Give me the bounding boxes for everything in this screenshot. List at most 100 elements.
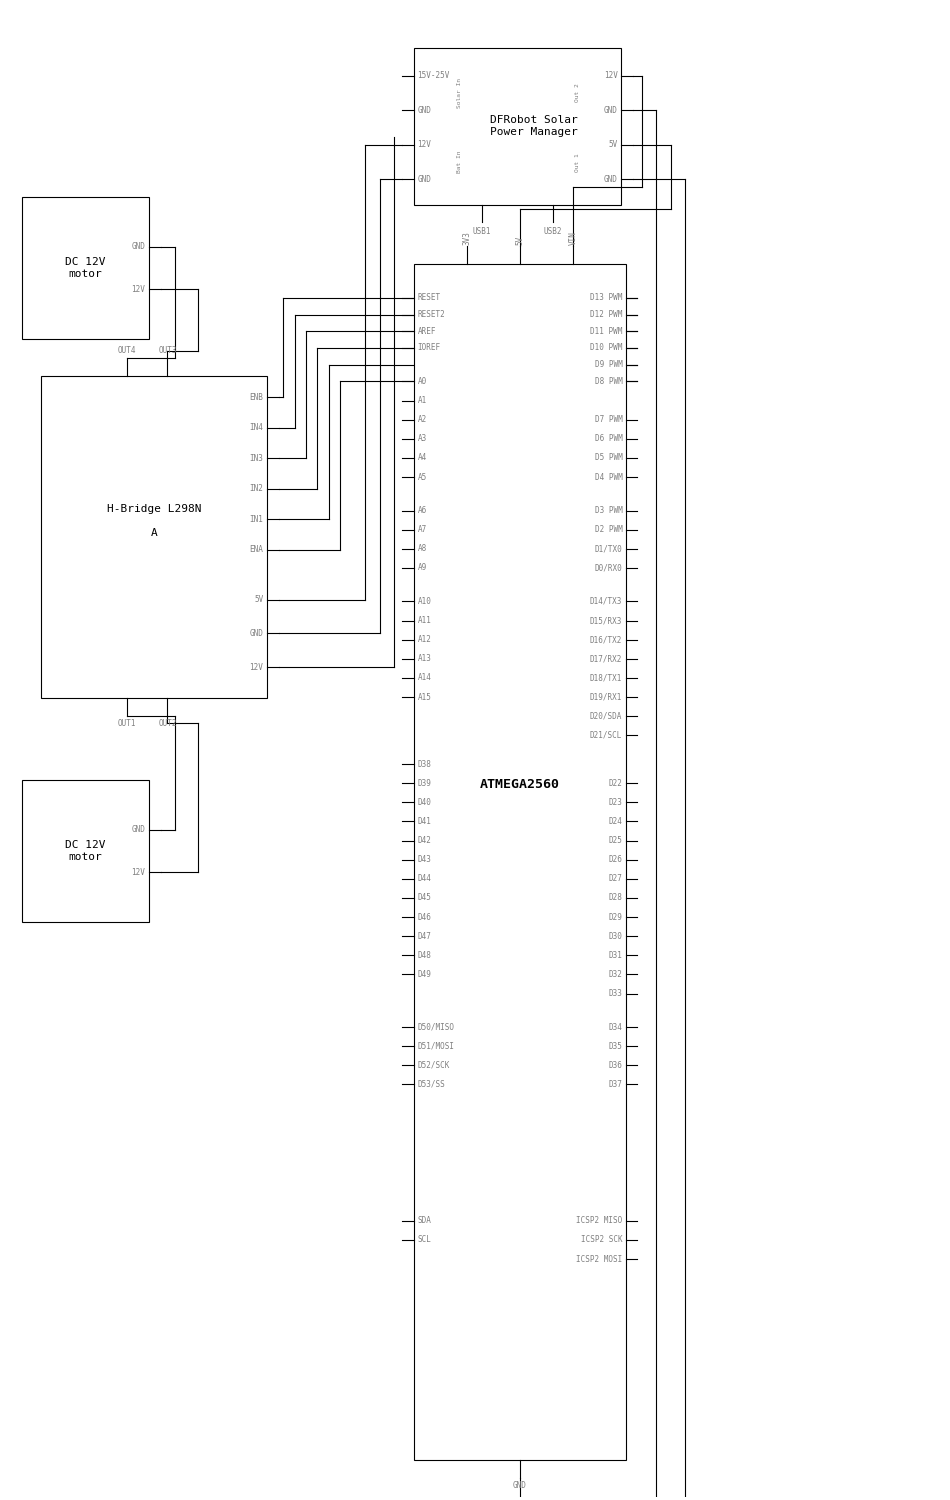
Text: A11: A11 (417, 616, 431, 626)
Text: A10: A10 (417, 597, 431, 606)
Text: D48: D48 (417, 951, 431, 960)
Text: D27: D27 (608, 874, 622, 884)
Text: IN1: IN1 (250, 514, 263, 523)
Text: ICSP2 SCK: ICSP2 SCK (580, 1236, 622, 1245)
Text: H-Bridge L298N

A: H-Bridge L298N A (106, 504, 201, 537)
Text: 3V3: 3V3 (463, 231, 471, 244)
Text: 12V: 12V (131, 285, 145, 294)
Text: D46: D46 (417, 912, 431, 921)
Text: Out 1: Out 1 (576, 153, 580, 171)
Text: A14: A14 (417, 674, 431, 682)
Text: ENA: ENA (250, 546, 263, 555)
Text: D39: D39 (417, 778, 431, 788)
Text: RESET2: RESET2 (417, 310, 446, 320)
Text: D6 PWM: D6 PWM (595, 435, 622, 444)
Text: GND: GND (417, 106, 431, 116)
Text: D12 PWM: D12 PWM (590, 310, 622, 320)
Text: D37: D37 (608, 1080, 622, 1089)
Text: GND: GND (513, 1480, 527, 1490)
Text: GND: GND (131, 825, 145, 834)
Text: D45: D45 (417, 894, 431, 903)
Text: D23: D23 (608, 798, 622, 807)
Text: A3: A3 (417, 435, 427, 444)
Bar (413, 264, 626, 1460)
Text: D40: D40 (417, 798, 431, 807)
Text: USB1: USB1 (473, 226, 491, 236)
Text: A12: A12 (417, 634, 431, 644)
Text: D11 PWM: D11 PWM (590, 327, 622, 336)
Bar (22, 780, 149, 922)
Text: D5 PWM: D5 PWM (595, 453, 622, 462)
Text: 12V: 12V (604, 72, 618, 81)
Text: ICSP2 MOSI: ICSP2 MOSI (576, 1254, 622, 1263)
Text: DC 12V
motor: DC 12V motor (66, 840, 105, 861)
Text: D38: D38 (417, 759, 431, 768)
Text: D49: D49 (417, 970, 431, 980)
Text: A6: A6 (417, 506, 427, 515)
Text: D29: D29 (608, 912, 622, 921)
Text: OUT1: OUT1 (118, 718, 136, 728)
Text: 12V: 12V (250, 663, 263, 672)
Text: IN3: IN3 (250, 454, 263, 464)
Text: USB2: USB2 (543, 226, 562, 236)
Text: DFRobot Solar
Power Manager: DFRobot Solar Power Manager (490, 116, 578, 136)
Text: A8: A8 (417, 544, 427, 554)
Text: VIN: VIN (568, 231, 578, 244)
Text: D50/MISO: D50/MISO (417, 1023, 454, 1032)
Text: D22: D22 (608, 778, 622, 788)
Text: GND: GND (250, 628, 263, 638)
Text: Solar In: Solar In (457, 78, 462, 108)
Text: A5: A5 (417, 472, 427, 482)
Text: D44: D44 (417, 874, 431, 884)
Text: IN2: IN2 (250, 484, 263, 494)
Text: D51/MOSI: D51/MOSI (417, 1041, 454, 1050)
Text: D33: D33 (608, 988, 622, 998)
Text: D15/RX3: D15/RX3 (590, 616, 622, 626)
Text: A13: A13 (417, 654, 431, 663)
Text: GND: GND (604, 106, 618, 116)
Bar (22, 196, 149, 339)
Text: A4: A4 (417, 453, 427, 462)
Text: D13 PWM: D13 PWM (590, 294, 622, 303)
Text: GND: GND (604, 176, 618, 184)
Text: D25: D25 (608, 836, 622, 844)
Text: D17/RX2: D17/RX2 (590, 654, 622, 663)
Text: D34: D34 (608, 1023, 622, 1032)
Text: ENB: ENB (250, 393, 263, 402)
Text: D43: D43 (417, 855, 431, 864)
Text: D19/RX1: D19/RX1 (590, 693, 622, 702)
Text: GND: GND (417, 176, 431, 184)
Text: OUT2: OUT2 (159, 718, 177, 728)
Text: D21/SCL: D21/SCL (590, 730, 622, 740)
Text: D31: D31 (608, 951, 622, 960)
Text: D24: D24 (608, 818, 622, 827)
Text: D18/TX1: D18/TX1 (590, 674, 622, 682)
Text: D47: D47 (417, 932, 431, 940)
Text: D1/TX0: D1/TX0 (595, 544, 622, 554)
Text: ATMEGA2560: ATMEGA2560 (480, 778, 560, 790)
Text: D4 PWM: D4 PWM (595, 472, 622, 482)
Text: 12V: 12V (417, 141, 431, 150)
Text: AREF: AREF (417, 327, 436, 336)
Text: A15: A15 (417, 693, 431, 702)
Text: Bat In: Bat In (457, 152, 462, 174)
Text: A0: A0 (417, 376, 427, 386)
Text: D42: D42 (417, 836, 431, 844)
Text: Out 2: Out 2 (576, 84, 580, 102)
Text: 15V-25V: 15V-25V (417, 72, 449, 81)
Text: D7 PWM: D7 PWM (595, 416, 622, 424)
Text: D8 PWM: D8 PWM (595, 376, 622, 386)
Text: 5V: 5V (255, 596, 263, 604)
Text: D3 PWM: D3 PWM (595, 506, 622, 515)
Text: D14/TX3: D14/TX3 (590, 597, 622, 606)
Bar (413, 48, 621, 204)
Text: 5V: 5V (515, 236, 524, 244)
Text: SCL: SCL (417, 1236, 431, 1245)
Text: OUT4: OUT4 (118, 346, 136, 355)
Text: D35: D35 (608, 1041, 622, 1050)
Text: DC 12V
motor: DC 12V motor (66, 256, 105, 279)
Text: 12V: 12V (131, 867, 145, 876)
Text: RESET: RESET (417, 294, 441, 303)
Text: D2 PWM: D2 PWM (595, 525, 622, 534)
Text: ICSP2 MISO: ICSP2 MISO (576, 1216, 622, 1225)
